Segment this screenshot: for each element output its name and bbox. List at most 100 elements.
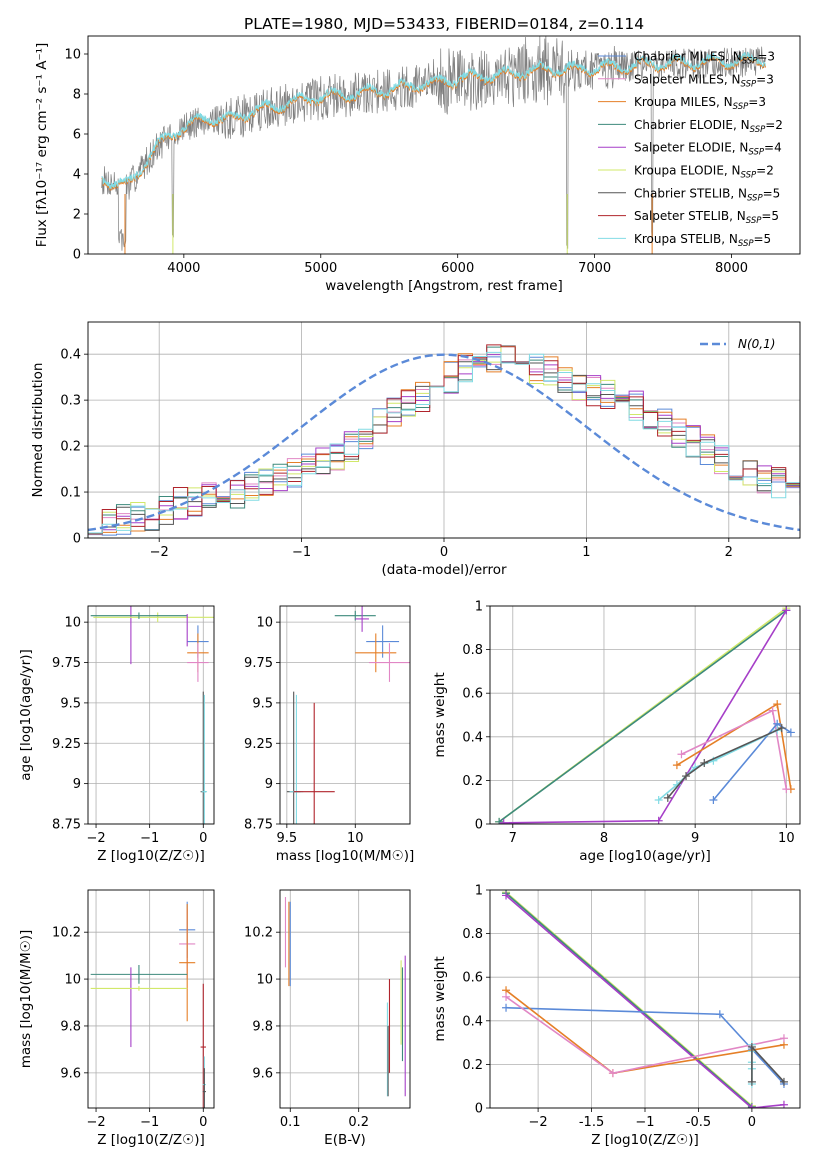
x-tick-label: 0.2	[348, 1115, 369, 1130]
y-tick-label: 10	[256, 616, 273, 631]
legend-label: Salpeter ELODIE, NSSP=4	[634, 141, 782, 158]
y-tick-label: 4	[73, 168, 81, 183]
x-tick-label: -1.5	[579, 1115, 604, 1130]
series-line	[505, 892, 753, 1108]
plot-area	[90, 901, 206, 1108]
panel-weight_vs_age: 7 8 9 10 0 0.2 0.4 0.6 0.8 1 age [log10(age/yr)] ma…	[432, 600, 801, 864]
y-axis-label: mass [log10(M/M☉)]	[18, 930, 34, 1069]
plot-area	[286, 606, 410, 824]
legend-label: Kroupa STELIB, NSSP=5	[634, 232, 771, 249]
y-tick-label: 0.2	[60, 440, 81, 455]
y-tick-label: 9.5	[252, 696, 273, 711]
y-tick-label: 8.75	[244, 818, 273, 833]
x-tick-label: 2	[725, 545, 733, 560]
y-tick-label: 6	[73, 128, 81, 143]
x-axis-label: Z [log10(Z/Z☉)]	[591, 1132, 699, 1148]
axes-frame	[279, 889, 411, 1109]
data-point-marker	[747, 1104, 756, 1108]
y-tick-label: 9.25	[52, 737, 81, 752]
x-tick-label: 0	[199, 1115, 207, 1130]
gaussian-reference-line	[88, 353, 800, 532]
x-tick-label: −2	[86, 831, 105, 846]
data-point-marker	[700, 758, 709, 767]
axes-frame	[489, 889, 801, 1109]
y-tick-label: 9.8	[252, 1019, 273, 1034]
axes-frame	[87, 321, 801, 539]
legend-label: N(0,1)	[738, 337, 775, 351]
plot-area	[502, 890, 788, 1108]
x-tick-label: −2	[150, 545, 169, 560]
y-tick-label: 10	[64, 973, 81, 988]
legend-label: Salpeter STELIB, NSSP=5	[634, 209, 779, 226]
panel-mass_vs_EBV: 0.1 0.2 9.6 9.8 10 10.2 E(B-V)	[244, 889, 411, 1148]
histogram-line	[88, 354, 800, 538]
data-point-marker	[502, 1003, 511, 1012]
data-point-marker	[677, 750, 686, 759]
x-axis-label: Z [log10(Z/Z☉)]	[97, 1132, 205, 1148]
data-point-marker	[768, 706, 777, 715]
series-line	[506, 1006, 785, 1085]
y-axis-label: age [log10(age/yr)]	[18, 649, 34, 781]
axes-frame	[87, 889, 215, 1109]
x-tick-label: 0.1	[280, 1115, 301, 1130]
x-tick-label: −1	[140, 1115, 159, 1130]
y-tick-label: 0.8	[462, 643, 483, 658]
y-tick-label: 0	[475, 1102, 483, 1117]
x-tick-label: 8	[600, 831, 608, 846]
series-line	[498, 609, 787, 823]
data-point-marker	[663, 793, 672, 802]
data-point-marker	[715, 1010, 724, 1019]
x-tick-label: 6000	[441, 261, 474, 276]
panel-spectrum: 4000 5000 6000 7000 8000 0 2 4 6 8 10 Chabrier MILE…	[34, 15, 801, 294]
y-tick-label: 9.5	[60, 696, 81, 711]
y-tick-label: 10	[64, 616, 81, 631]
x-tick-label: −1	[292, 545, 311, 560]
legend-label: Chabrier STELIB, NSSP=5	[634, 186, 780, 203]
x-axis-label: age [log10(age/yr)]	[579, 848, 711, 864]
x-tick-label: 10	[347, 831, 364, 846]
data-point-marker	[747, 1042, 756, 1051]
x-tick-label: 7	[509, 831, 517, 846]
chart-title: PLATE=1980, MJD=53433, FIBERID=0184, z=0…	[244, 15, 644, 33]
x-tick-label: -0.5	[686, 1115, 711, 1130]
panel-age_vs_mass: 9.5 10 8.75 9 9.25 9.5 9.75 10 mass [log10(M/M☉)…	[244, 605, 415, 864]
data-point-marker	[682, 772, 691, 781]
y-axis-label: mass weight	[432, 956, 448, 1041]
y-tick-label: 0	[73, 532, 81, 547]
x-tick-label: −2	[86, 1115, 105, 1130]
y-tick-label: 10	[64, 48, 81, 63]
y-tick-label: 10.2	[244, 926, 273, 941]
y-tick-label: 0.4	[462, 1014, 483, 1029]
data-point-marker	[499, 818, 508, 824]
y-tick-label: 9.75	[52, 656, 81, 671]
data-point-marker	[654, 816, 663, 824]
plot-area	[101, 36, 766, 254]
series-line	[505, 891, 753, 1107]
series-line	[667, 727, 783, 799]
observed-spectrum-line	[101, 36, 766, 251]
y-tick-label: 0.6	[462, 971, 483, 986]
y-axis-label: mass weight	[432, 672, 448, 757]
data-point-marker	[502, 891, 511, 900]
plot-area	[495, 606, 795, 824]
plot-area	[88, 344, 800, 538]
x-tick-label: 10	[778, 831, 795, 846]
y-axis-label: Normed distribution	[30, 363, 46, 498]
data-point-marker	[782, 606, 791, 615]
series-line	[505, 894, 785, 1108]
data-point-marker	[495, 817, 504, 824]
data-point-marker	[672, 761, 681, 770]
y-tick-label: 9	[265, 777, 273, 792]
y-tick-label: 9.6	[252, 1066, 273, 1081]
x-axis-label: wavelength [Angstrom, rest frame]	[325, 278, 563, 294]
panel-mass_vs_Z: −2 −1 0 9.6 9.8 10 10.2 Z [log10(Z/Z☉)] mass [lo…	[18, 889, 215, 1148]
x-axis-label: mass [log10(M/M☉)]	[276, 848, 415, 864]
legend: Chabrier MILES, NSSP=3 Salpeter MILES, NS…	[598, 50, 783, 249]
axes-frame	[489, 605, 801, 825]
y-tick-label: 0	[475, 818, 483, 833]
y-tick-label: 1	[475, 884, 483, 899]
data-point-marker	[654, 796, 663, 805]
data-point-marker	[747, 1077, 756, 1086]
x-tick-label: −1	[635, 1115, 654, 1130]
